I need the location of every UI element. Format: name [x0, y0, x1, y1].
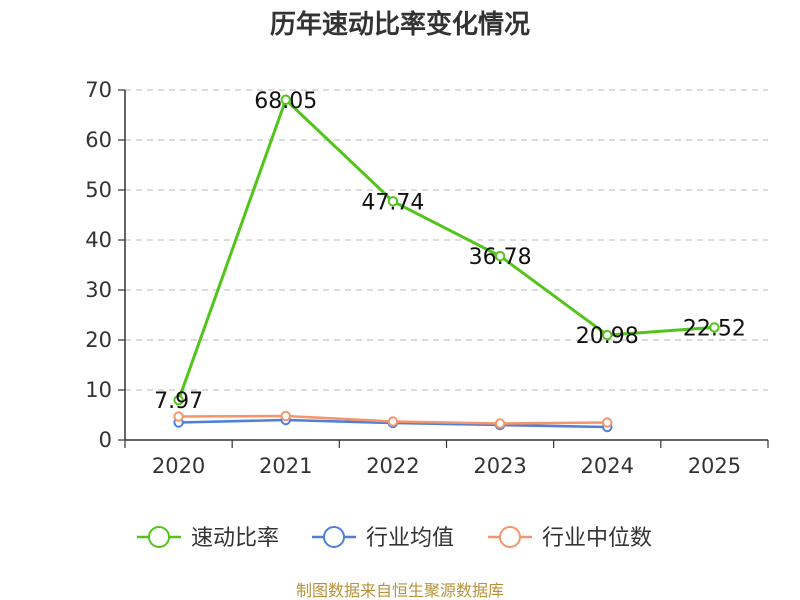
y-tick-label: 30 — [85, 278, 112, 302]
series-quick-ratio: 7.97 68.05 47.74 36.78 20.98 22.52 — [154, 89, 746, 414]
legend-marker — [323, 526, 345, 548]
legend-marker — [499, 526, 521, 548]
data-label: 47.74 — [361, 190, 424, 215]
source-note: 制图数据来自恒生聚源数据库 — [296, 581, 504, 600]
data-label: 22.52 — [683, 316, 746, 341]
data-label: 36.78 — [469, 245, 532, 270]
y-tick-label: 40 — [85, 228, 112, 252]
legend-item: 行业中位数 — [488, 526, 652, 551]
y-tick-label: 60 — [85, 128, 112, 152]
chart-title: 历年速动比率变化情况 — [270, 9, 530, 40]
x-tick-label: 2023 — [473, 454, 526, 478]
data-point — [602, 417, 613, 428]
x-tick-label: 2022 — [366, 454, 419, 478]
x-tick-label: 2020 — [152, 454, 205, 478]
data-label: 68.05 — [254, 89, 317, 114]
data-point — [280, 94, 291, 105]
series-industry-median — [173, 410, 613, 429]
legend-label: 行业均值 — [366, 526, 454, 551]
y-tick-label: 20 — [85, 328, 112, 352]
x-tick-label: 2024 — [581, 454, 634, 478]
y-tick-label: 10 — [85, 378, 112, 402]
x-tick-label: 2021 — [259, 454, 312, 478]
x-tick-label: 2025 — [688, 454, 741, 478]
data-point — [173, 411, 184, 422]
data-point — [280, 410, 291, 422]
data-point — [173, 394, 184, 406]
series-line — [177, 98, 715, 401]
legend-label: 速动比率 — [191, 526, 279, 551]
series-layer: 7.97 68.05 47.74 36.78 20.98 22.52 — [154, 89, 746, 433]
legend-marker — [148, 526, 170, 548]
gridlines — [125, 89, 768, 391]
data-point — [387, 196, 399, 207]
legend-item: 速动比率 — [137, 526, 279, 551]
data-point — [709, 322, 720, 333]
data-point — [387, 416, 399, 427]
y-tick-label: 70 — [85, 78, 112, 102]
data-label: 7.97 — [154, 389, 203, 414]
legend: 速动比率 行业均值 行业中位数 — [137, 526, 652, 551]
data-point — [602, 329, 613, 341]
data-point — [494, 250, 506, 262]
legend-item: 行业均值 — [312, 526, 454, 551]
y-tick-label: 0 — [99, 428, 112, 452]
legend-label: 行业中位数 — [542, 526, 652, 551]
y-tick-label: 50 — [85, 178, 112, 202]
axes: 0 10 20 30 40 50 60 70 2020 2021 2022 2023 2024 2025 — [85, 78, 769, 478]
data-point — [494, 418, 506, 429]
data-label: 20.98 — [576, 324, 639, 349]
